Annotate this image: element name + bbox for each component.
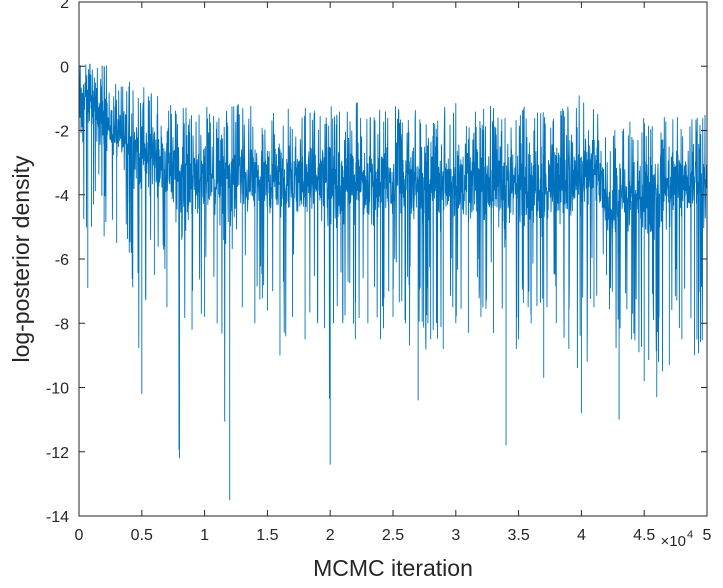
y-tick-label: -10	[46, 381, 69, 398]
y-tick-label: -14	[46, 509, 69, 526]
y-tick-label: -12	[46, 445, 69, 462]
x-axis-ticks: 0 0.5 1 1.5 2 2.5 3 3.5 4 4.5 5	[75, 2, 712, 544]
x-tick-label: 3.5	[507, 527, 529, 544]
y-tick-label: 0	[60, 59, 69, 76]
x-tick-label: 0	[75, 527, 84, 544]
x-tick-label: 4.5	[633, 527, 655, 544]
x-exponent-power: 4	[687, 529, 693, 541]
x-tick-label: 0.5	[131, 527, 153, 544]
x-tick-label: 5	[703, 527, 712, 544]
y-tick-label: -2	[55, 124, 69, 141]
x-tick-label: 2.5	[382, 527, 404, 544]
x-axis-label: MCMC iteration	[313, 555, 473, 581]
y-tick-label: 2	[60, 0, 69, 12]
x-tick-label: 2	[326, 527, 335, 544]
x-exponent-label: ×10 4	[661, 529, 694, 550]
x-tick-label: 4	[577, 527, 586, 544]
y-tick-label: -6	[55, 252, 69, 269]
x-tick-label: 1	[200, 527, 209, 544]
x-exponent-base: ×10	[661, 533, 686, 550]
y-tick-label: -4	[55, 188, 69, 205]
y-axis-label: log-posterior density	[8, 155, 34, 363]
x-tick-label: 3	[451, 527, 460, 544]
y-axis-ticks: 2 0 -2 -4 -6 -8 -10 -12 -14	[46, 0, 707, 526]
trace-series	[78, 63, 708, 500]
x-tick-label: 1.5	[256, 527, 278, 544]
y-tick-label: -8	[55, 316, 69, 333]
